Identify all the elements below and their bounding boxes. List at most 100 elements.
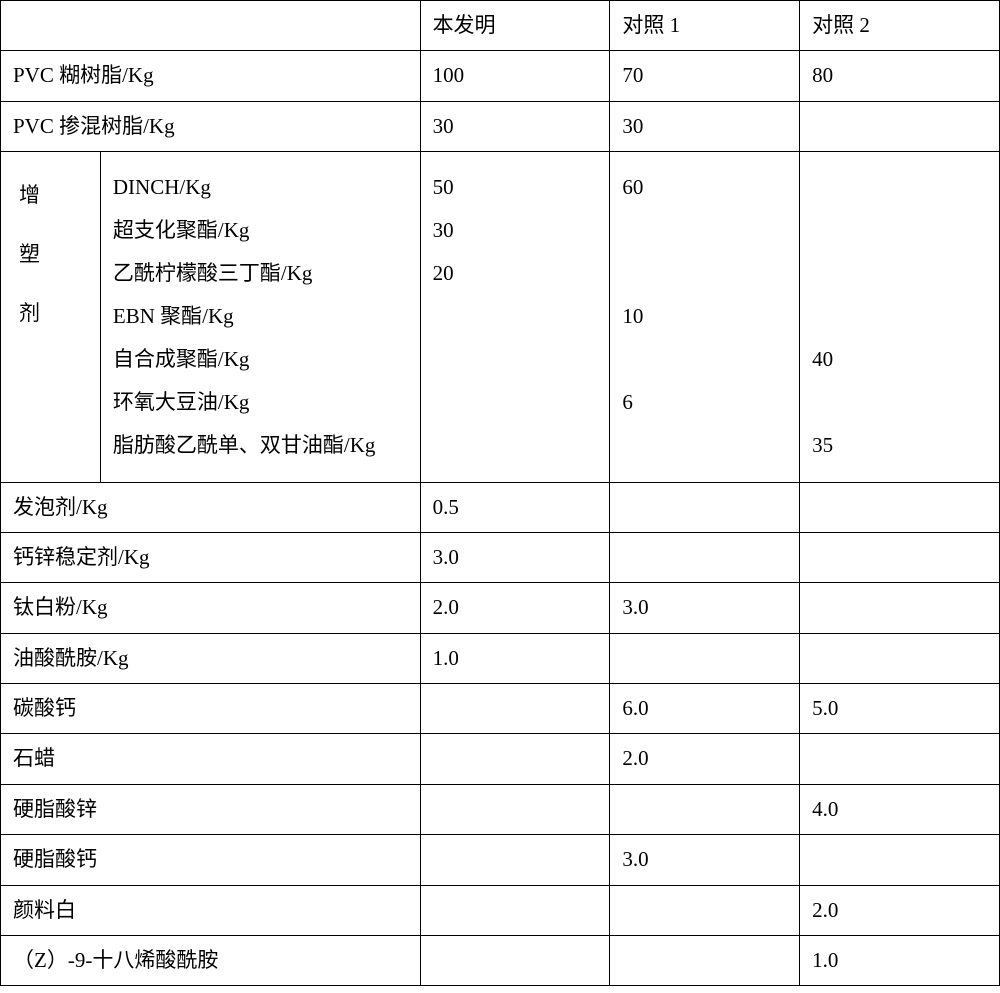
group-char: 增 (19, 166, 92, 225)
cell-value: 20 (433, 252, 602, 295)
table-row: 颜料白 2.0 (1, 885, 1000, 935)
cell-value (420, 936, 610, 986)
cell-value: 70 (610, 51, 800, 101)
cell-value: 30 (610, 101, 800, 151)
cell-value (812, 252, 991, 295)
cell-value: 10 (622, 295, 791, 338)
sub-label: DINCH/Kg (113, 166, 412, 209)
table-row: 钙锌稳定剂/Kg 3.0 (1, 532, 1000, 582)
cell-value: 4.0 (800, 784, 1000, 834)
cell-value (812, 209, 991, 252)
plasticizer-sub-labels: DINCH/Kg 超支化聚酯/Kg 乙酰柠檬酸三丁酯/Kg EBN 聚酯/Kg … (100, 152, 420, 482)
cell-value: 2.0 (800, 885, 1000, 935)
header-col2: 对照 1 (610, 1, 800, 51)
cell-value (610, 633, 800, 683)
cell-value (420, 885, 610, 935)
row-label: 硬脂酸锌 (1, 784, 421, 834)
cell-value: 40 (812, 338, 991, 381)
cell-value (800, 482, 1000, 532)
table-row: 硬脂酸钙 3.0 (1, 835, 1000, 885)
cell-value (622, 424, 791, 467)
table-row: 发泡剂/Kg 0.5 (1, 482, 1000, 532)
cell-value (812, 295, 991, 338)
cell-value (610, 532, 800, 582)
row-label: 钛白粉/Kg (1, 583, 421, 633)
header-col1: 本发明 (420, 1, 610, 51)
row-label: 碳酸钙 (1, 684, 421, 734)
table-row: 石蜡 2.0 (1, 734, 1000, 784)
cell-value: 5.0 (800, 684, 1000, 734)
cell-value (433, 295, 602, 338)
row-label: 颜料白 (1, 885, 421, 935)
cell-value (812, 381, 991, 424)
sub-label: 脂肪酸乙酰单、双甘油酯/Kg (113, 424, 412, 467)
cell-value (800, 835, 1000, 885)
cell-value (610, 784, 800, 834)
cell-value (800, 101, 1000, 151)
table-row: 本发明 对照 1 对照 2 (1, 1, 1000, 51)
cell-value: 0.5 (420, 482, 610, 532)
row-label: PVC 糊树脂/Kg (1, 51, 421, 101)
row-label: （Z）-9-十八烯酸酰胺 (1, 936, 421, 986)
row-label: 石蜡 (1, 734, 421, 784)
table-row: 碳酸钙 6.0 5.0 (1, 684, 1000, 734)
row-label: PVC 掺混树脂/Kg (1, 101, 421, 151)
group-char: 剂 (19, 284, 92, 343)
table-row: PVC 糊树脂/Kg 100 70 80 (1, 51, 1000, 101)
table-row: 硬脂酸锌 4.0 (1, 784, 1000, 834)
header-blank (1, 1, 421, 51)
cell-value: 3.0 (610, 583, 800, 633)
sub-label: 超支化聚酯/Kg (113, 209, 412, 252)
row-label: 钙锌稳定剂/Kg (1, 532, 421, 582)
group-char: 塑 (19, 225, 92, 284)
table-row: 钛白粉/Kg 2.0 3.0 (1, 583, 1000, 633)
table-row: 油酸酰胺/Kg 1.0 (1, 633, 1000, 683)
cell-value (622, 252, 791, 295)
cell-value: 35 (812, 424, 991, 467)
plasticizer-values-col3: 40 35 (800, 152, 1000, 482)
cell-value: 60 (622, 166, 791, 209)
cell-value (433, 424, 602, 467)
cell-value (420, 784, 610, 834)
row-label: 硬脂酸钙 (1, 835, 421, 885)
cell-value: 6 (622, 381, 791, 424)
plasticizer-group-label: 增 塑 剂 (1, 152, 101, 482)
sub-label: 环氧大豆油/Kg (113, 381, 412, 424)
cell-value (610, 936, 800, 986)
plasticizer-values-col2: 60 10 6 (610, 152, 800, 482)
formulation-table: 本发明 对照 1 对照 2 PVC 糊树脂/Kg 100 70 80 PVC 掺… (0, 0, 1000, 986)
table-row: PVC 掺混树脂/Kg 30 30 (1, 101, 1000, 151)
cell-value (610, 885, 800, 935)
sub-label: 自合成聚酯/Kg (113, 338, 412, 381)
table-row: 增 塑 剂 DINCH/Kg 超支化聚酯/Kg 乙酰柠檬酸三丁酯/Kg EBN … (1, 152, 1000, 482)
cell-value: 3.0 (610, 835, 800, 885)
cell-value (433, 381, 602, 424)
row-label: 油酸酰胺/Kg (1, 633, 421, 683)
cell-value: 1.0 (800, 936, 1000, 986)
cell-value (800, 532, 1000, 582)
cell-value (433, 338, 602, 381)
cell-value: 1.0 (420, 633, 610, 683)
cell-value (622, 338, 791, 381)
cell-value: 80 (800, 51, 1000, 101)
sub-label: 乙酰柠檬酸三丁酯/Kg (113, 252, 412, 295)
cell-value (622, 209, 791, 252)
cell-value: 50 (433, 166, 602, 209)
cell-value (420, 684, 610, 734)
cell-value: 30 (433, 209, 602, 252)
cell-value (800, 583, 1000, 633)
cell-value: 6.0 (610, 684, 800, 734)
cell-value: 2.0 (420, 583, 610, 633)
table-row: （Z）-9-十八烯酸酰胺 1.0 (1, 936, 1000, 986)
cell-value (800, 633, 1000, 683)
header-col3: 对照 2 (800, 1, 1000, 51)
cell-value: 2.0 (610, 734, 800, 784)
cell-value: 3.0 (420, 532, 610, 582)
cell-value (420, 734, 610, 784)
sub-label: EBN 聚酯/Kg (113, 295, 412, 338)
plasticizer-values-col1: 50 30 20 (420, 152, 610, 482)
cell-value: 100 (420, 51, 610, 101)
cell-value (420, 835, 610, 885)
cell-value (812, 166, 991, 209)
cell-value (800, 734, 1000, 784)
